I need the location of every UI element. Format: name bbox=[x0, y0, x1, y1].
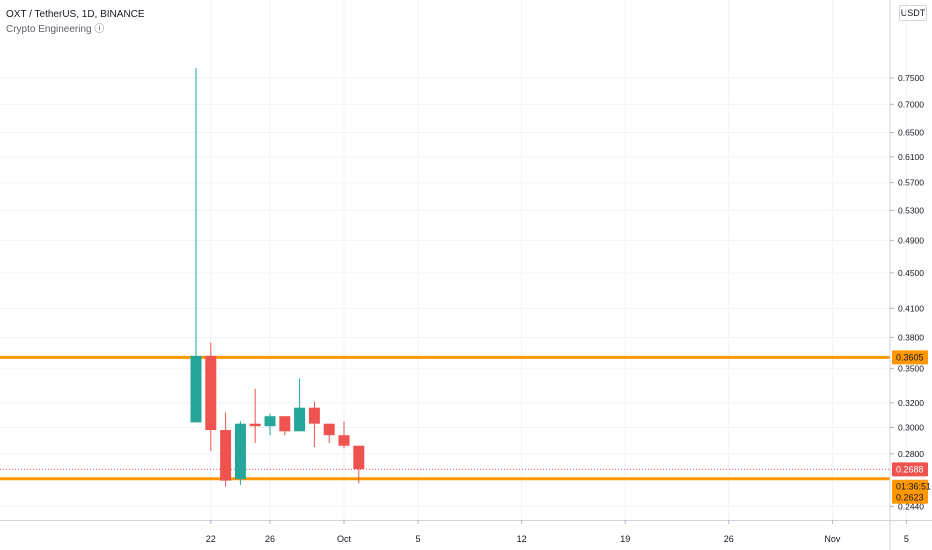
last-price-tag: 0.2688 bbox=[892, 462, 928, 477]
y-tick-label: 0.3800 bbox=[898, 332, 924, 342]
level-tag-lower-box bbox=[892, 479, 928, 504]
candle-body bbox=[279, 416, 291, 432]
last-price-tag-box bbox=[892, 462, 928, 477]
y-tick-label: 0.3000 bbox=[898, 422, 924, 432]
candle-body bbox=[308, 407, 320, 424]
candle[interactable] bbox=[205, 342, 217, 452]
candle-body bbox=[323, 423, 335, 436]
y-tick-label: 0.4100 bbox=[898, 303, 924, 313]
horizontal-levels[interactable] bbox=[0, 355, 890, 481]
last-price-tag-text: 0.2688 bbox=[896, 464, 924, 474]
candle-body bbox=[234, 423, 246, 480]
candle[interactable] bbox=[294, 378, 306, 432]
y-tick-label: 0.4900 bbox=[898, 235, 924, 245]
y-tick-label: 0.7500 bbox=[898, 73, 924, 83]
candle-body bbox=[220, 430, 232, 481]
x-tick-label: Nov bbox=[824, 534, 841, 544]
x-tick-label: 26 bbox=[265, 534, 275, 544]
level-tag-lower-text: 0.2623 bbox=[896, 493, 924, 503]
y-tick-label: 0.4500 bbox=[898, 268, 924, 278]
x-tick-label: 22 bbox=[206, 534, 216, 544]
x-tick-label: 5 bbox=[415, 534, 420, 544]
y-tick-label: 0.5700 bbox=[898, 178, 924, 188]
candles[interactable] bbox=[190, 67, 365, 487]
candle-body bbox=[353, 445, 365, 470]
x-tick-label: Oct bbox=[337, 534, 352, 544]
y-tick-label: 0.3500 bbox=[898, 364, 924, 374]
price-axis[interactable]: 0.7500 0.7000 0.6500 0.6100 0.5700 0.5300 0.49… bbox=[890, 73, 924, 511]
candle[interactable] bbox=[279, 416, 291, 436]
y-tick-label: 0.2440 bbox=[898, 501, 924, 511]
x-tick-label: 12 bbox=[517, 534, 527, 544]
x-tick-label: 26 bbox=[724, 534, 734, 544]
price-tags: 0.3605 0.2688 01:36:510.2623 bbox=[892, 350, 931, 504]
candle[interactable] bbox=[264, 413, 276, 436]
y-tick-label: 0.5300 bbox=[898, 205, 924, 215]
x-tick-label: 19 bbox=[620, 534, 630, 544]
y-tick-label: 0.2800 bbox=[898, 449, 924, 459]
candle-body bbox=[338, 435, 350, 446]
level-tag-upper-box bbox=[892, 350, 928, 365]
grid bbox=[0, 0, 907, 520]
candle[interactable] bbox=[308, 401, 320, 448]
candle[interactable] bbox=[338, 421, 350, 449]
candle[interactable] bbox=[249, 388, 261, 444]
level-tag-lower: 01:36:510.2623 bbox=[892, 479, 931, 504]
candle[interactable] bbox=[323, 423, 335, 444]
x-tick-label: 5 bbox=[904, 534, 909, 544]
candle[interactable] bbox=[190, 67, 202, 423]
y-tick-label: 0.7000 bbox=[898, 99, 924, 109]
y-tick-label: 0.6100 bbox=[898, 152, 924, 162]
indicator-title[interactable]: Crypto Engineering ⓘ bbox=[6, 24, 105, 35]
candle-body bbox=[294, 407, 306, 432]
symbol-title[interactable]: OXT / TetherUS, 1D, BINANCE bbox=[6, 9, 145, 20]
candle-body bbox=[190, 355, 202, 423]
candle-body bbox=[205, 355, 217, 431]
chart-legend: OXT / TetherUS, 1D, BINANCE Crypto Engin… bbox=[6, 7, 145, 37]
y-tick-label: 0.6500 bbox=[898, 128, 924, 138]
time-axis[interactable]: 22 26 Oct 5 12 19 26 Nov 5 bbox=[206, 520, 909, 544]
candle[interactable] bbox=[353, 445, 365, 484]
level-tag-upper: 0.3605 bbox=[892, 350, 928, 365]
level-tag-upper-text: 0.3605 bbox=[896, 352, 924, 362]
candle[interactable] bbox=[234, 421, 246, 486]
candle-body bbox=[249, 423, 261, 427]
candle[interactable] bbox=[220, 412, 232, 487]
level-tag-lower-text: 01:36:51 bbox=[896, 482, 931, 492]
candle-body bbox=[264, 416, 276, 427]
y-tick-label: 0.3200 bbox=[898, 398, 924, 408]
